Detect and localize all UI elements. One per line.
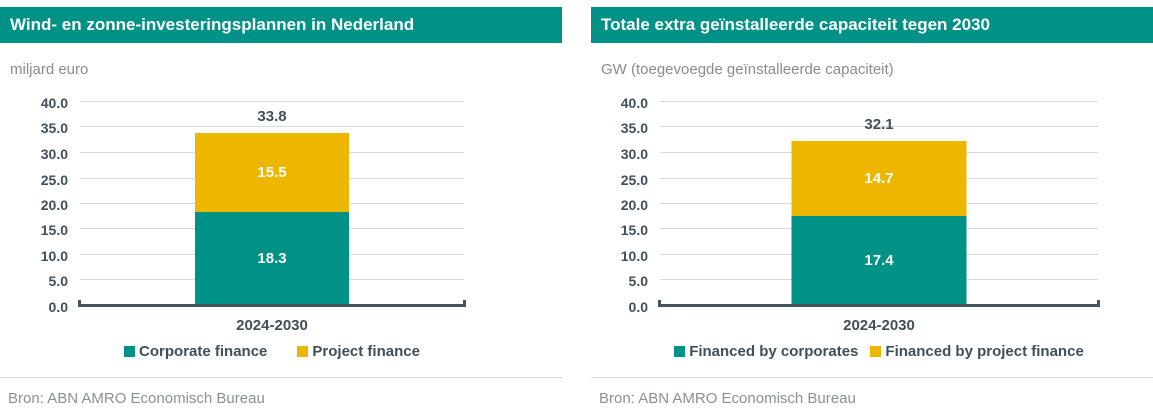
legend: Corporate finance Project finance [80,343,464,360]
legend-item-project-finance: Project finance [297,343,420,360]
x-axis-line [78,300,466,307]
chart-title: Wind- en zonne-investeringsplannen in Ne… [10,15,415,34]
gridline [80,126,464,127]
legend-label: Financed by corporates [689,343,859,360]
y-axis-tick-label: 0.0 [48,299,68,315]
axis-unit-label: miljard euro [10,61,89,78]
y-axis-tick-label: 40.0 [40,95,68,111]
y-axis-tick-label: 0.0 [628,299,648,315]
bar-segment-project-finance: 15.5 [195,133,349,212]
legend-label: Financed by project finance [885,343,1084,360]
gridline [660,126,1098,127]
y-axis-tick-label: 10.0 [620,248,648,264]
legend-label: Corporate finance [139,343,268,360]
legend-item-financed-by-corporates: Financed by corporates [674,343,858,360]
axis-unit-label: GW (toegevoegde geïnstalleerde capacitei… [601,61,894,78]
bar-segment-financed-by-project-finance: 14.7 [791,141,967,216]
y-axis-tick-label: 10.0 [40,248,68,264]
legend-label: Project finance [312,343,420,360]
y-axis-tick-label: 20.0 [620,197,648,213]
axis-end-tick [1097,300,1100,307]
legend-item-financed-by-project-finance: Financed by project finance [870,343,1084,360]
source-text: Bron: ABN AMRO Economisch Bureau [8,390,265,407]
gridline [80,101,464,102]
bar-segment-financed-by-corporates: 17.4 [791,216,967,305]
stacked-bar: 18.3 15.5 [195,133,349,305]
divider-line [0,377,562,378]
x-axis-category-label: 2024-2030 [236,317,308,334]
legend-swatch-icon [870,346,882,357]
chart-panel-capacity: Totale extra geïnstalleerde capaciteit t… [591,0,1153,416]
bar-total-label: 33.8 [257,108,287,125]
y-axis-tick-label: 5.0 [48,273,68,289]
x-axis-category-label: 2024-2030 [843,317,915,334]
legend-swatch-icon [124,346,136,357]
gridline [660,101,1098,102]
x-axis-line [658,300,1100,307]
y-axis-tick-label: 40.0 [620,95,648,111]
legend-item-corporate-finance: Corporate finance [124,343,267,360]
divider-line [591,377,1153,378]
plot-area: 0.0 5.0 10.0 15.0 20.0 25.0 30.0 35.0 40.0 18.3 15… [41,95,466,334]
y-axis-tick-label: 35.0 [620,120,648,136]
chart-title-bar: Totale extra geïnstalleerde capaciteit t… [591,7,1153,43]
y-axis-tick-label: 15.0 [40,222,68,238]
y-axis-tick-label: 30.0 [620,146,648,162]
legend-swatch-icon [297,346,309,357]
y-axis-tick-label: 20.0 [40,197,68,213]
bar-total-label: 32.1 [864,116,894,133]
y-axis-tick-label: 35.0 [40,120,68,136]
y-axis-tick-label: 25.0 [40,172,68,188]
axis-end-tick [658,300,661,307]
y-axis-tick-label: 25.0 [620,172,648,188]
stacked-bar: 17.4 14.7 [791,141,967,305]
axis-end-tick [78,300,81,307]
plot-area: 0.0 5.0 10.0 15.0 20.0 25.0 30.0 35.0 40.0 17.4 14… [621,95,1100,334]
chart-title-bar: Wind- en zonne-investeringsplannen in Ne… [0,7,562,43]
chart-panel-investments: Wind- en zonne-investeringsplannen in Ne… [0,0,562,416]
axis-end-tick [463,300,466,307]
legend: Financed by corporates Financed by projec… [660,343,1098,360]
y-axis-tick-label: 5.0 [628,273,648,289]
legend-swatch-icon [674,346,686,357]
y-axis-tick-label: 30.0 [40,146,68,162]
bar-segment-corporate-finance: 18.3 [195,212,349,305]
y-axis-tick-label: 15.0 [620,222,648,238]
source-text: Bron: ABN AMRO Economisch Bureau [599,390,856,407]
chart-title: Totale extra geïnstalleerde capaciteit t… [601,15,990,34]
